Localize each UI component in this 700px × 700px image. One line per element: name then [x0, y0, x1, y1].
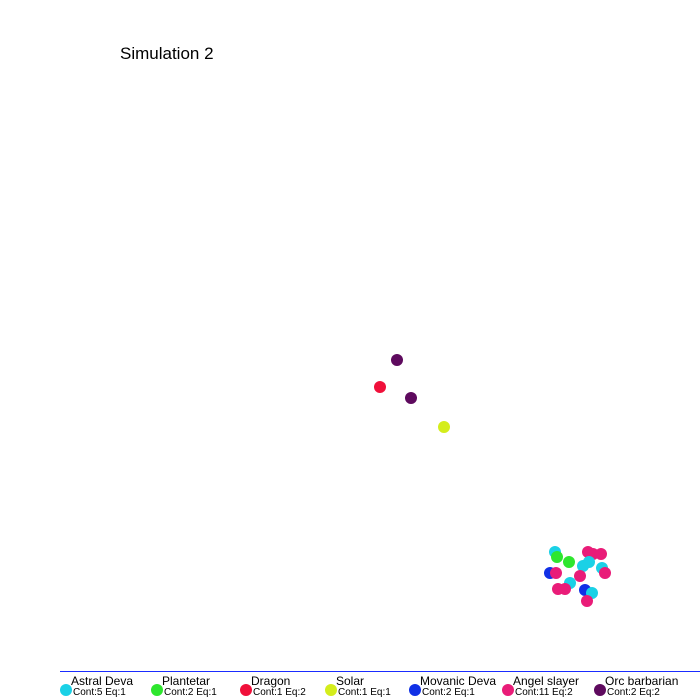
unit-angel-slayer: [599, 567, 611, 579]
movanic-deva-marker-icon: [409, 684, 421, 696]
unit-orc-barbarian: [405, 392, 417, 404]
unit-solar: [438, 421, 450, 433]
dragon-marker-icon: [240, 684, 252, 696]
astral-deva-marker-icon: [60, 684, 72, 696]
unit-dragon: [374, 381, 386, 393]
legend-label: Angel slayer: [513, 674, 580, 688]
solar-marker-icon: [325, 684, 337, 696]
orc-barbarian-marker-icon: [594, 684, 606, 696]
unit-angel-slayer: [550, 567, 562, 579]
legend-stats: Cont:1 Eq:1: [338, 687, 391, 698]
legend-label: Astral Deva: [71, 674, 134, 688]
plantetar-marker-icon: [151, 684, 163, 696]
legend-stats: Cont:11 Eq:2: [515, 687, 573, 698]
legend-stats: Cont:5 Eq:1: [73, 687, 126, 698]
legend-stats: Cont:2 Eq:1: [164, 687, 217, 698]
legend-stats: Cont:1 Eq:2: [253, 687, 306, 698]
angel-slayer-marker-icon: [502, 684, 514, 696]
unit-angel-slayer: [581, 595, 593, 607]
unit-plantetar: [551, 551, 563, 563]
legend-stats: Cont:2 Eq:2: [607, 687, 660, 698]
legend-label: Dragon: [251, 674, 291, 688]
unit-astral-deva: [583, 556, 595, 568]
legend-label: Orc barbarian: [605, 674, 679, 688]
unit-plantetar: [563, 556, 575, 568]
legend-label: Solar: [336, 674, 365, 688]
legend-label: Movanic Deva: [420, 674, 497, 688]
legend-stats: Cont:2 Eq:1: [422, 687, 475, 698]
unit-angel-slayer: [595, 548, 607, 560]
unit-angel-slayer: [559, 583, 571, 595]
simulation-title: Simulation 2: [120, 44, 214, 63]
unit-orc-barbarian: [391, 354, 403, 366]
legend-divider: [60, 671, 700, 672]
legend-label: Plantetar: [162, 674, 211, 688]
unit-angel-slayer: [574, 570, 586, 582]
